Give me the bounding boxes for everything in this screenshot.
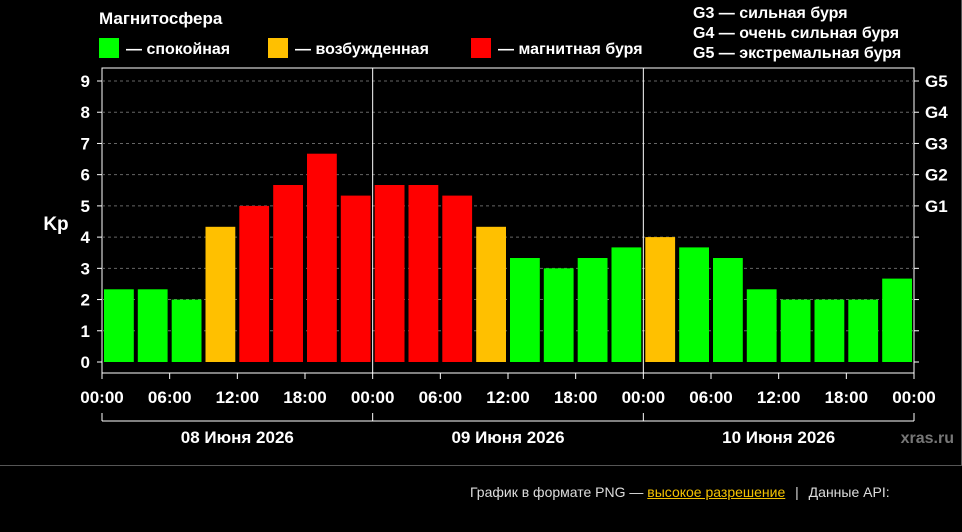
- y-tick-label: 1: [81, 322, 90, 341]
- kp-bar: [713, 258, 743, 362]
- g-level-label: G3: [925, 134, 948, 153]
- watermark: xras.ru: [901, 430, 954, 447]
- x-tick-label: 00:00: [351, 388, 394, 407]
- kp-bar: [746, 289, 777, 362]
- g-level-label: G2: [925, 166, 948, 185]
- legend-title: Магнитосфера: [99, 9, 223, 28]
- hires-link[interactable]: высокое разрешение: [647, 484, 786, 500]
- kp-bar: [814, 299, 845, 362]
- kp-chart: 0 1 2 3 4 5 6 7 8 9 Kp G1 G2 G3 G4 G5 00:00 06:00 12:00 18:…: [43, 5, 954, 447]
- kp-bar: [104, 289, 134, 362]
- kp-bar: [408, 185, 439, 362]
- x-tick-label: 00:00: [80, 388, 123, 407]
- y-axis-title: Kp: [43, 214, 68, 235]
- kp-bar: [307, 153, 337, 362]
- g-scale-legend-item: G5 — экстремальная буря: [693, 45, 901, 62]
- x-tick-label: 00:00: [892, 388, 935, 407]
- x-tick-label: 06:00: [689, 388, 732, 407]
- kp-bar: [171, 299, 202, 362]
- footer-separator: |: [795, 484, 799, 500]
- y-tick-label: 2: [81, 291, 90, 310]
- y-tick-label: 7: [81, 134, 90, 153]
- legend-swatch: [471, 38, 491, 58]
- x-tick-label: 06:00: [419, 388, 462, 407]
- x-tick-label: 12:00: [216, 388, 259, 407]
- kp-bar: [273, 185, 303, 362]
- y-tick-label: 3: [81, 259, 90, 278]
- legend-label: — возбужденная: [295, 41, 429, 58]
- kp-bar: [679, 247, 709, 362]
- kp-bar: [137, 289, 168, 362]
- day-label: 10 Июня 2026: [722, 428, 835, 447]
- kp-bar: [340, 195, 371, 362]
- x-tick-label: 18:00: [283, 388, 326, 407]
- y-tick-label: 6: [81, 166, 90, 185]
- y-tick-label: 4: [81, 228, 91, 247]
- kp-bar: [239, 205, 270, 362]
- x-tick-label: 18:00: [554, 388, 597, 407]
- api-label: Данные API:: [808, 484, 890, 500]
- footer-prefix: График в формате PNG —: [470, 484, 644, 500]
- g-level-label: G1: [925, 197, 948, 216]
- kp-bar: [611, 247, 642, 362]
- day-label: 09 Июня 2026: [451, 428, 564, 447]
- legend-swatch: [99, 38, 119, 58]
- chart-panel: 0 1 2 3 4 5 6 7 8 9 Kp G1 G2 G3 G4 G5 00:00 06:00 12:00 18:…: [0, 0, 962, 466]
- kp-bar: [543, 268, 574, 362]
- y-tick-label: 9: [81, 72, 90, 91]
- x-tick-label: 00:00: [622, 388, 665, 407]
- y-tick-label: 8: [81, 103, 90, 122]
- kp-bar: [442, 195, 473, 362]
- kp-bar: [476, 226, 506, 362]
- footer: График в формате PNG — высокое разрешени…: [470, 484, 890, 500]
- y-tick-label: 0: [81, 353, 90, 372]
- kp-bar: [848, 299, 879, 362]
- x-tick-label: 18:00: [825, 388, 868, 407]
- kp-bar: [882, 278, 912, 362]
- kp-bar: [645, 237, 676, 362]
- kp-bar: [374, 185, 405, 362]
- day-label: 08 Июня 2026: [181, 428, 294, 447]
- g-scale-legend-item: G3 — сильная буря: [693, 5, 848, 22]
- kp-bar: [577, 258, 608, 362]
- kp-bar: [205, 226, 236, 362]
- x-tick-label: 06:00: [148, 388, 191, 407]
- kp-bar: [510, 258, 540, 362]
- x-tick-label: 12:00: [757, 388, 800, 407]
- legend-label: — магнитная буря: [498, 41, 643, 58]
- g-level-label: G5: [925, 72, 948, 91]
- x-tick-label: 12:00: [486, 388, 529, 407]
- g-level-label: G4: [925, 103, 948, 122]
- legend-swatch: [268, 38, 288, 58]
- legend-label: — спокойная: [126, 41, 230, 58]
- y-tick-label: 5: [81, 197, 90, 216]
- g-scale-legend-item: G4 — очень сильная буря: [693, 25, 899, 42]
- kp-bar: [780, 299, 811, 362]
